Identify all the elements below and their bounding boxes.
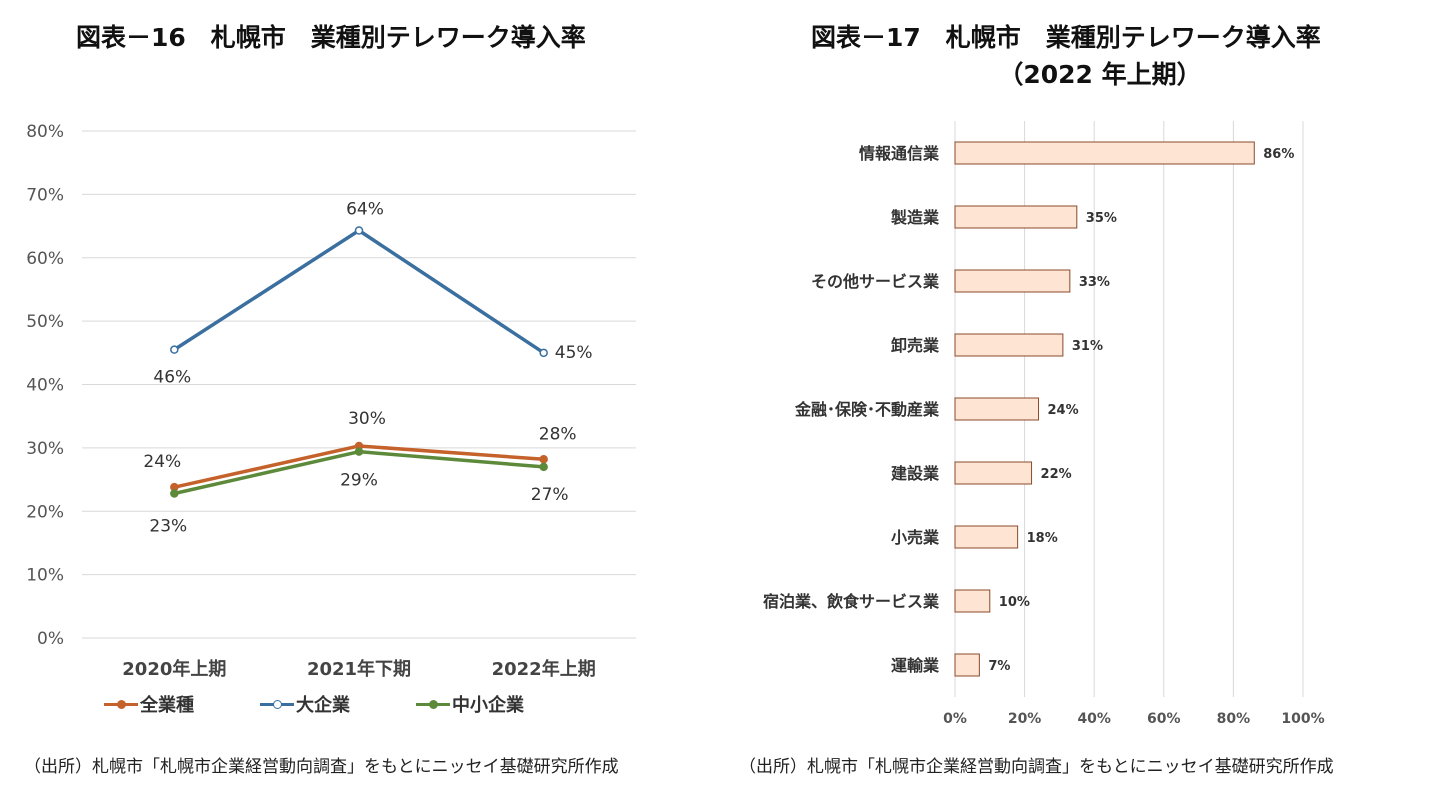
x-tick-label: 0% [943,711,967,727]
data-label-large: 46% [153,368,191,388]
legend-item-large: 大企業 [260,691,350,717]
category-label: 運輸業 [891,656,940,675]
legend-item-sme: 中小企業 [416,691,524,717]
data-label-large: 45% [555,343,593,363]
source-note-right: （出所）札幌市「札幌市企業経営動向調査」をもとにニッセイ基礎研究所作成 [739,757,1334,777]
y-tick-label: 20% [26,502,64,522]
category-label: 建設業 [891,464,940,483]
legend-swatch-all [104,695,138,713]
bar-value-label: 7% [988,659,1010,674]
category-label: 情報通信業 [859,144,940,163]
chart-title-right: 図表－17 札幌市 業種別テレワーク導入率 [811,23,1321,52]
bar-value-label: 24% [1048,403,1079,418]
line-chart-legend: 全業種 大企業 中小企業 [104,691,590,717]
data-point-large [539,348,548,358]
bar [954,461,1033,485]
x-tick-label: 60% [1147,711,1181,727]
category-label: 金融･保険･不動産業 [794,400,940,419]
chart-subtitle-right: （2022 年上期） [998,60,1202,89]
category-label: 製造業 [890,208,940,227]
data-point-sme [354,447,364,456]
x-tick-label: 40% [1077,711,1111,727]
data-label-large: 64% [346,199,384,219]
chart-title-right-block: 図表－17 札幌市 業種別テレワーク導入率 （2022 年上期） [780,0,1420,100]
bar-value-label: 35% [1086,211,1117,226]
y-tick-label: 0% [37,629,64,649]
bar-value-label: 22% [1041,467,1072,482]
x-tick-label: 20% [1008,711,1042,727]
bar [954,333,1064,357]
y-tick-label: 30% [26,439,64,459]
data-label-sme: 27% [531,485,569,505]
y-tick-label: 10% [26,566,64,586]
category-label: 宿泊業、飲食サービス業 [763,592,940,611]
bar-value-label: 33% [1079,275,1110,290]
y-tick-label: 40% [26,376,64,396]
category-label: その他サービス業 [811,272,940,291]
x-tick-label: 2022年上期 [492,658,596,680]
x-tick-label: 2021年下期 [307,658,411,680]
data-label-sme: 29% [340,471,378,491]
legend-label-all: 全業種 [140,695,194,716]
x-tick-label: 2020年上期 [122,658,226,680]
y-tick-label: 60% [26,249,64,269]
category-label: 卸売業 [891,336,940,355]
data-label-all: 28% [539,424,577,444]
bar [954,269,1071,293]
legend-item-all: 全業種 [104,691,194,717]
data-point-sme [170,489,179,498]
legend-swatch-large [260,695,294,713]
data-label-all: 24% [143,452,181,472]
data-label-all: 30% [348,409,386,429]
chart-title-left: 図表－16 札幌市 業種別テレワーク導入率 [76,23,586,52]
bar [954,653,980,677]
line-chart: 0% 10% 20% 30% 40% 50% 60% 70% 80% 2020年上期 2021年下期… [26,122,636,680]
data-point-sme [539,462,548,472]
data-point-large [354,226,364,235]
data-label-sme: 23% [149,517,187,537]
y-tick-label: 70% [26,185,64,205]
bar-value-label: 86% [1263,147,1294,162]
bar [954,397,1040,421]
bar [954,141,1255,165]
y-tick-label: 50% [26,312,64,332]
bar-chart: 0% 20% 40% 60% 80% 100% 情報通信業 86% 製造業 35% その他サービス業… [763,121,1325,727]
bar [954,205,1078,229]
category-label: 小売業 [891,528,940,547]
bar [954,589,991,613]
bar-value-label: 10% [999,595,1030,610]
data-point-large [170,345,179,354]
legend-label-sme: 中小企業 [452,695,524,716]
y-tick-label: 80% [26,122,64,142]
bar-value-label: 18% [1027,531,1058,546]
x-tick-label: 100% [1281,711,1324,727]
legend-swatch-sme [416,695,450,713]
bar-value-label: 31% [1072,339,1103,354]
x-tick-label: 80% [1217,711,1251,727]
bar [954,525,1019,549]
legend-label-large: 大企業 [296,695,350,716]
source-note-left: （出所）札幌市「札幌市企業経営動向調査」をもとにニッセイ基礎研究所作成 [24,757,619,777]
